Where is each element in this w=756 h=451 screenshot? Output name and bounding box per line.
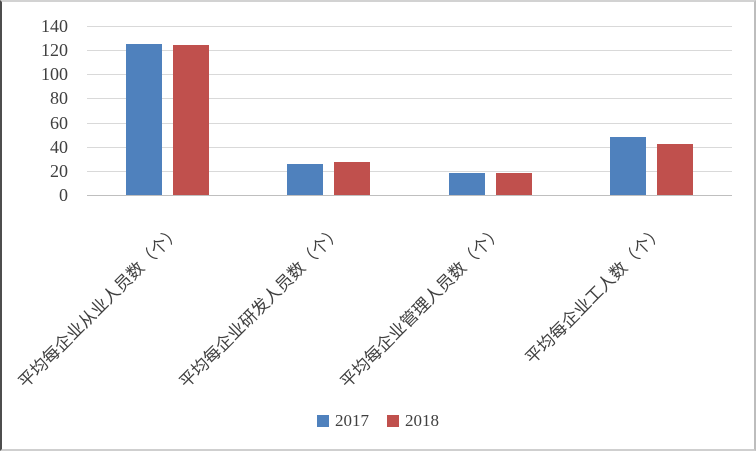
gridline-100 xyxy=(87,74,732,76)
bar-2018-category-4 xyxy=(656,144,693,195)
bar-2018-category-1 xyxy=(173,45,210,195)
y-tick-label-80: 80 xyxy=(50,88,68,109)
bar-2018-category-2 xyxy=(334,162,371,195)
gridline-20 xyxy=(87,170,732,172)
y-tick-label-120: 120 xyxy=(41,40,68,61)
bar-2017-category-4 xyxy=(609,137,646,195)
bar-2017-category-3 xyxy=(448,173,485,195)
y-tick-label-100: 100 xyxy=(41,64,68,85)
category-label-3: 平均每企业管理人员数（个） xyxy=(336,222,507,392)
bar-2017-category-2 xyxy=(287,163,324,195)
legend-swatch-2017 xyxy=(317,415,329,427)
gridline-80 xyxy=(87,98,732,100)
category-label-4: 平均每企业工人数（个） xyxy=(522,222,668,368)
category-label-2: 平均每企业研发人员数（个） xyxy=(175,222,346,392)
bar-2017-category-1 xyxy=(126,44,163,195)
legend-item-2017: 2017 xyxy=(317,411,369,431)
legend: 2017 2018 xyxy=(2,411,754,431)
category-label-1: 平均每企业从业人员数（个） xyxy=(14,222,185,392)
y-tick-label-20: 20 xyxy=(50,160,68,181)
gridline-60 xyxy=(87,122,732,124)
legend-label-2017: 2017 xyxy=(335,411,369,430)
legend-label-2018: 2018 xyxy=(405,411,439,430)
y-tick-label-140: 140 xyxy=(41,16,68,36)
gridline-140 xyxy=(87,26,732,27)
y-tick-label-40: 40 xyxy=(50,136,68,157)
gridline-40 xyxy=(87,146,732,148)
legend-item-2018: 2018 xyxy=(387,411,439,431)
gridline-120 xyxy=(87,50,732,52)
bar-2018-category-3 xyxy=(495,173,532,195)
y-tick-label-0: 0 xyxy=(59,185,68,205)
legend-swatch-2018 xyxy=(387,415,399,427)
y-tick-label-60: 60 xyxy=(50,112,68,133)
x-axis-line xyxy=(87,195,732,196)
